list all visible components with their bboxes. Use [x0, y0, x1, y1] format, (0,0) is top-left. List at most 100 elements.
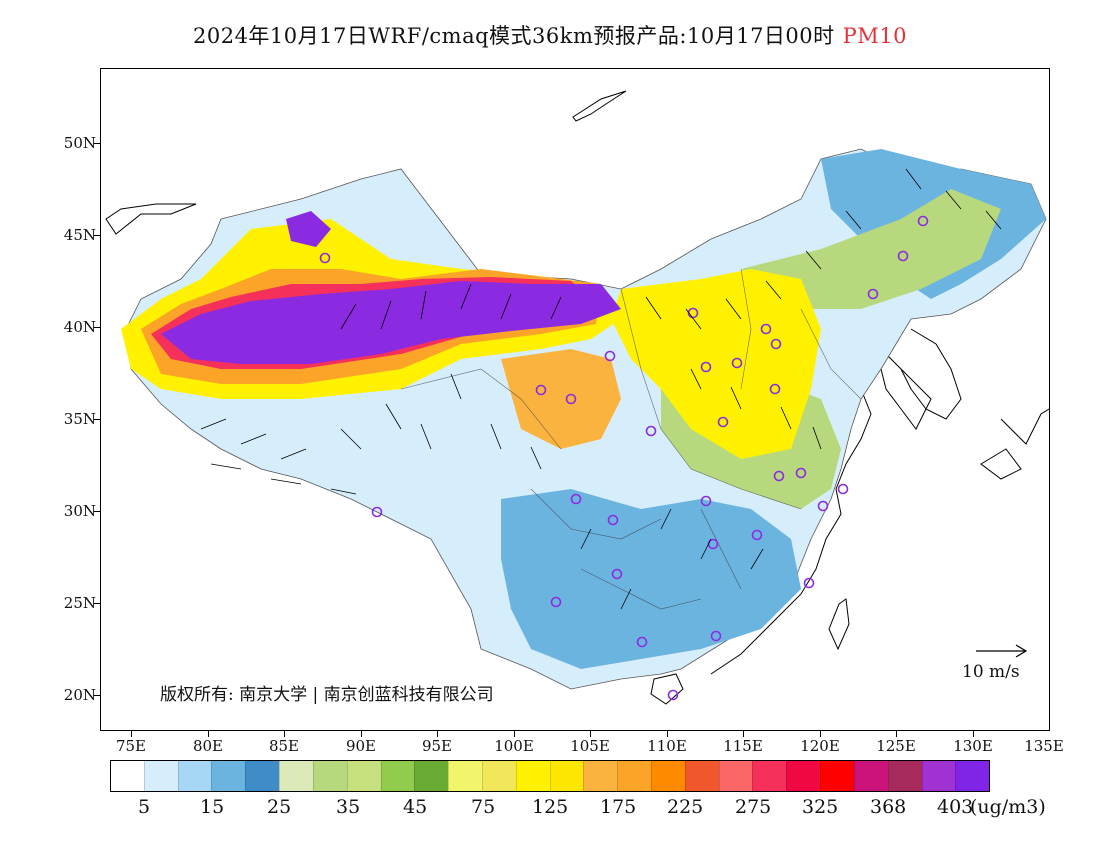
legend-swatch [887, 761, 922, 791]
lat-tick [94, 419, 101, 420]
pm10-concentration-map [105, 90, 1049, 705]
lon-tick [590, 730, 591, 737]
legend-swatch [177, 761, 212, 791]
region-yellow-loess [501, 349, 621, 449]
legend-swatch [955, 761, 990, 791]
station-marker [803, 577, 815, 589]
lon-tick [973, 730, 974, 737]
station-marker [717, 416, 729, 428]
station-marker [607, 514, 619, 526]
region-purple-taklamakan [161, 281, 621, 364]
station-marker [636, 636, 648, 648]
station-marker [645, 425, 657, 437]
title-pollutant: PM10 [842, 24, 908, 48]
region-blue-south [501, 489, 801, 669]
lat-label-20n: 20N [63, 686, 96, 704]
copyright-text: 版权所有: 南京大学 | 南京创蓝科技有限公司 [160, 685, 494, 705]
lat-tick [94, 143, 101, 144]
lat-label-50n: 50N [63, 134, 96, 152]
lon-label-105e: 105E [570, 737, 610, 755]
lon-label-80e: 80E [192, 737, 224, 755]
legend-swatch [279, 761, 313, 791]
title-main: 2024年10月17日WRF/cmaq模式36km预报产品:10月17日00时 [192, 24, 835, 48]
lat-tick [94, 511, 101, 512]
legend-label: 25 [267, 796, 292, 818]
station-marker [604, 350, 616, 362]
legend-swatch [549, 761, 584, 791]
legend-swatch [921, 761, 956, 791]
station-marker [700, 495, 712, 507]
station-marker [611, 568, 623, 580]
lon-tick [437, 730, 438, 737]
lat-tick [94, 603, 101, 604]
lon-tick [743, 730, 744, 737]
station-marker [667, 689, 679, 701]
coastline-korean-peninsula [900, 328, 962, 420]
legend-label: 325 [802, 796, 839, 818]
legend-colorbar [110, 760, 990, 792]
lat-tick [94, 235, 101, 236]
coastline-hainan [650, 673, 684, 705]
legend-swatch [752, 761, 787, 791]
station-marker [897, 250, 909, 262]
lon-label-130e: 130E [953, 737, 993, 755]
station-marker [867, 288, 879, 300]
lon-tick [284, 730, 285, 737]
legend-swatch [380, 761, 415, 791]
wind-reference-label: 10 m/s [962, 662, 1020, 682]
lon-label-110e: 110E [647, 737, 687, 755]
legend-swatch [312, 761, 347, 791]
station-marker [917, 215, 929, 227]
station-marker [770, 338, 782, 350]
station-marker [535, 384, 547, 396]
legend-swatch [684, 761, 719, 791]
station-marker [700, 361, 712, 373]
lon-label-100e: 100E [494, 737, 534, 755]
legend-swatch [718, 761, 753, 791]
station-marker [710, 630, 722, 642]
legend-label: 5 [138, 796, 151, 818]
lon-tick [514, 730, 515, 737]
lon-label-75e: 75E [115, 737, 147, 755]
region-purple-junggar [286, 211, 331, 247]
legend-unit: (ug/m3) [970, 796, 1046, 818]
legend-label: 125 [532, 796, 569, 818]
legend-swatch [786, 761, 821, 791]
station-marker [570, 493, 582, 505]
coastline-korea-japan [880, 347, 932, 430]
region-yellow-north-plain [611, 269, 821, 459]
lon-tick [820, 730, 821, 737]
lon-tick [896, 730, 897, 737]
legend-swatch [111, 761, 144, 791]
lat-tick [94, 695, 101, 696]
wind-vectors [200, 168, 1002, 610]
lat-tick [94, 327, 101, 328]
map-frame [100, 68, 1050, 731]
legend-swatch [414, 761, 449, 791]
station-marker [773, 470, 785, 482]
coastline-sea-east [710, 388, 872, 675]
legend-label: 15 [200, 796, 225, 818]
chart-title: 2024年10月17日WRF/cmaq模式36km预报产品:10月17日00时 P… [0, 20, 1100, 50]
legend-swatch [651, 761, 685, 791]
coastline-west-border [105, 203, 197, 235]
lon-label-90e: 90E [345, 737, 377, 755]
lon-label-115e: 115E [723, 737, 763, 755]
lat-label-35n: 35N [63, 410, 96, 428]
legend-swatch [583, 761, 618, 791]
coastline-japan [980, 408, 1049, 480]
legend-swatch [853, 761, 888, 791]
station-marker [319, 252, 331, 264]
legend-label: 403 [937, 796, 974, 818]
lon-label-95e: 95E [421, 737, 453, 755]
legend-swatch [515, 761, 550, 791]
legend-label: 175 [600, 796, 637, 818]
station-marker [769, 383, 781, 395]
lon-label-135e: 135E [1024, 737, 1064, 755]
coastline-layer [105, 90, 1049, 705]
wind-reference-arrow [976, 644, 1028, 658]
legend-swatch [245, 761, 280, 791]
lat-label-25n: 25N [63, 594, 96, 612]
lon-label-120e: 120E [800, 737, 840, 755]
legend-label: 35 [336, 796, 361, 818]
